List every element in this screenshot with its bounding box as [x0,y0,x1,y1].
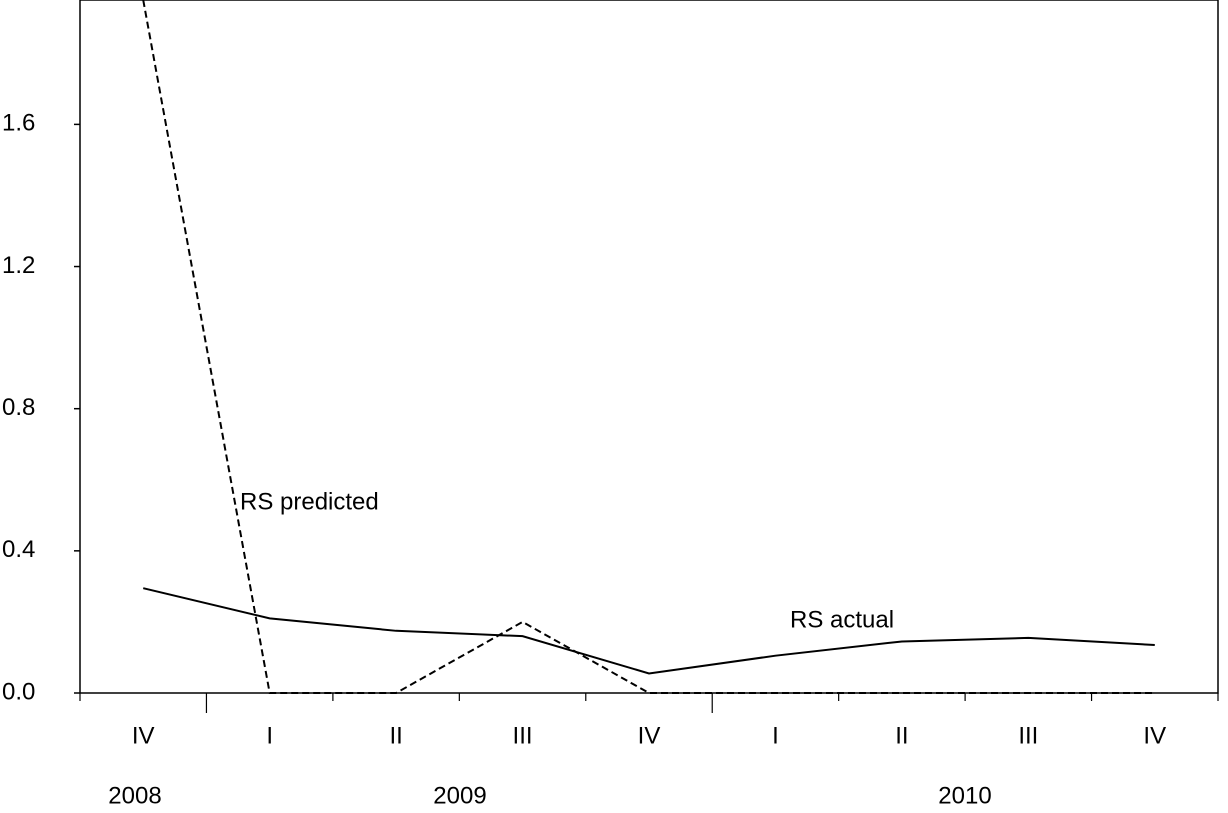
x-tick-label: IV [638,722,661,749]
x-tick-label: III [1018,722,1038,749]
y-tick-label: 1.2 [2,252,35,279]
x-tick-label: IV [1143,722,1166,749]
x-tick-label: III [513,722,533,749]
x-tick-label: I [266,722,273,749]
x-tick-label: IV [132,722,155,749]
series-line [142,587,1155,675]
plot-frame [79,0,1219,694]
y-tick-label: 1.6 [2,110,35,137]
year-label: 2008 [108,782,161,809]
y-tick-label: 0.8 [2,394,35,421]
x-tick-label: II [389,722,402,749]
y-tick-label: 0.0 [2,678,35,705]
annotation: RS actual [790,606,894,633]
series-line [142,0,1155,694]
x-tick-label: II [895,722,908,749]
y-tick-label: 0.4 [2,536,35,563]
x-tick-label: I [772,722,779,749]
year-label: 2009 [433,782,486,809]
year-label: 2010 [938,782,991,809]
annotation: RS predicted [240,488,379,515]
